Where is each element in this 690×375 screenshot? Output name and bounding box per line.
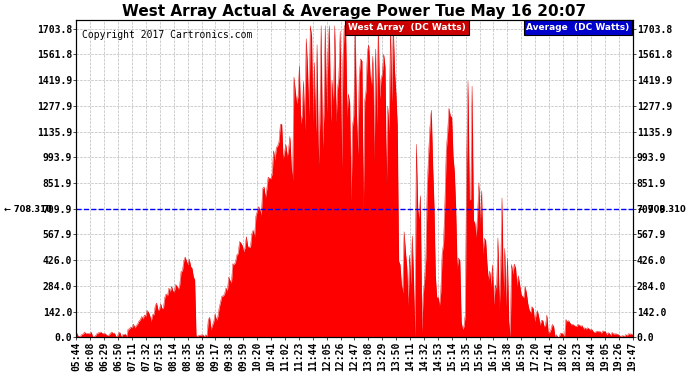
Text: West Array  (DC Watts): West Array (DC Watts)	[348, 23, 466, 32]
Text: Average  (DC Watts): Average (DC Watts)	[526, 23, 630, 32]
Text: Copyright 2017 Cartronics.com: Copyright 2017 Cartronics.com	[82, 30, 253, 40]
Title: West Array Actual & Average Power Tue May 16 20:07: West Array Actual & Average Power Tue Ma…	[122, 4, 586, 19]
Text: ← 708.310: ← 708.310	[638, 204, 686, 213]
Text: ← 708.310: ← 708.310	[4, 204, 52, 213]
